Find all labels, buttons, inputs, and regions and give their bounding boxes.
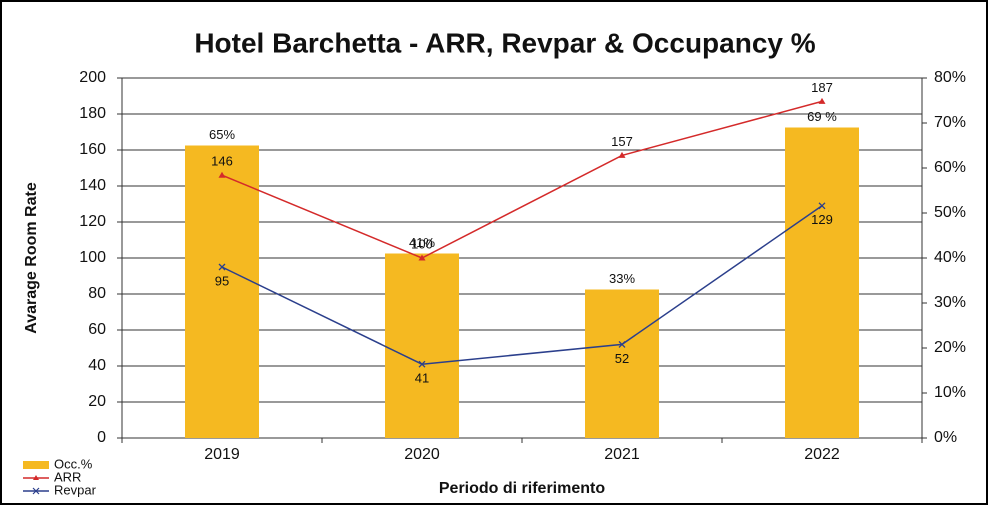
y2-tick-label: 30% [934,294,966,311]
legend-marker [32,487,40,495]
legend-label: Revpar [54,482,97,497]
y2-tick-label: 40% [934,249,966,266]
y-tick-label: 100 [79,249,106,266]
marker [418,360,426,368]
y2-tick-label: 50% [934,204,966,221]
data-label: 100 [411,236,433,251]
marker [618,340,626,348]
bar-label: 41% [409,235,435,250]
y-tick-label: 160 [79,141,106,158]
bar-label: 33% [609,271,635,286]
bar [785,127,859,438]
bar [385,253,459,438]
legend-label: Occ.% [54,456,93,471]
legend-label: ARR [54,469,81,484]
data-label: 95 [215,273,229,288]
y-tick-label: 60 [88,321,106,338]
bar-label: 69 % [807,109,837,124]
y-tick-label: 0 [97,429,106,446]
y2-tick-label: 0% [934,429,957,446]
y-tick-label: 180 [79,105,106,122]
line [221,205,823,365]
y2-tick-label: 70% [934,114,966,131]
y2-tick-label: 60% [934,159,966,176]
x-tick-label: 2020 [404,446,440,463]
x-tick-label: 2019 [204,446,240,463]
x-tick-label: 2021 [604,446,640,463]
data-label: 52 [615,351,629,366]
marker [218,171,226,178]
y-tick-label: 40 [88,357,106,374]
bar-label: 65% [209,127,235,142]
marker [418,254,426,261]
y2-tick-label: 80% [934,69,966,86]
y-tick-label: 200 [79,69,106,86]
y-tick-label: 120 [79,213,106,230]
line [221,100,823,259]
marker [618,151,626,158]
data-label: 157 [611,134,633,149]
y2-tick-label: 10% [934,384,966,401]
x-tick-label: 2022 [804,446,840,463]
marker [818,202,826,210]
bar [585,289,659,438]
y-tick-label: 140 [79,177,106,194]
data-label: 41 [415,371,429,386]
data-label: 146 [211,154,233,169]
y2-tick-label: 20% [934,339,966,356]
chart-title: Hotel Barchetta - ARR, Revpar & Occupanc… [194,27,815,58]
data-label: 187 [811,80,833,95]
marker [818,97,826,104]
legend-marker [33,475,39,480]
bar [185,145,259,438]
y-tick-label: 20 [88,393,106,410]
y-tick-label: 80 [88,285,106,302]
y-axis-title: Avarage Room Rate [23,182,40,334]
x-axis-title: Periodo di riferimento [439,480,605,497]
legend-swatch [23,461,49,469]
data-label: 129 [811,212,833,227]
marker [218,263,226,271]
